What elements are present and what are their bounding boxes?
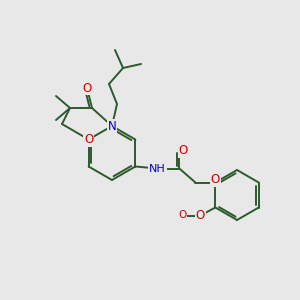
Text: O: O [179,144,188,157]
Text: NH: NH [149,164,166,173]
Text: O: O [84,133,93,146]
Text: O: O [196,209,205,222]
Text: O: O [211,173,220,186]
Text: N: N [108,119,116,133]
Text: O: O [82,82,91,94]
Text: O: O [178,211,187,220]
